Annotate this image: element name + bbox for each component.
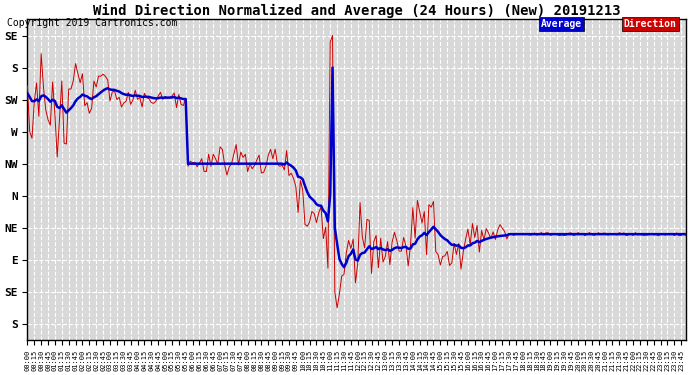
Text: Copyright 2019 Cartronics.com: Copyright 2019 Cartronics.com: [7, 18, 177, 28]
Text: Direction: Direction: [624, 19, 677, 29]
Text: Average: Average: [541, 19, 582, 29]
Title: Wind Direction Normalized and Average (24 Hours) (New) 20191213: Wind Direction Normalized and Average (2…: [92, 4, 620, 18]
